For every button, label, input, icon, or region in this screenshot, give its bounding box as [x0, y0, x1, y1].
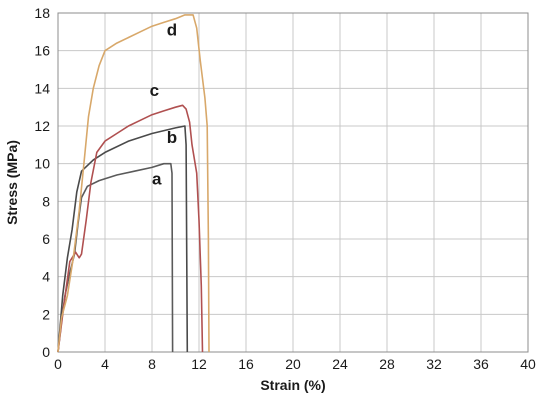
series-label-a: a: [152, 169, 162, 188]
x-tick-label: 8: [148, 356, 156, 372]
x-tick-label: 28: [379, 356, 395, 372]
series-labels: a b c d: [150, 21, 178, 189]
x-tick-label: 40: [520, 356, 536, 372]
y-tick-label: 0: [42, 344, 50, 360]
y-tick-label: 12: [34, 118, 50, 134]
y-tick-label: 14: [34, 80, 50, 96]
y-tick-label: 4: [42, 269, 50, 285]
x-axis-title: Strain (%): [260, 377, 325, 393]
series-group: [57, 14, 210, 353]
x-tick-label: 36: [473, 356, 489, 372]
y-tick-label: 18: [34, 5, 50, 21]
series-label-c: c: [150, 81, 159, 100]
series-line-d: [57, 14, 210, 353]
y-tick-label: 16: [34, 43, 50, 59]
y-tick-labels: 0 2 4 6 8 10 12 14 16 18: [34, 5, 50, 360]
x-tick-label: 4: [101, 356, 109, 372]
y-tick-label: 8: [42, 193, 50, 209]
y-axis-title: Stress (MPa): [4, 140, 20, 225]
grid: [58, 13, 528, 352]
plot-frame: [57, 12, 529, 353]
series-label-d: d: [167, 21, 177, 40]
series-line-a: [57, 162, 174, 353]
series-line-c: [57, 104, 204, 353]
x-tick-label: 0: [54, 356, 62, 372]
y-tick-label: 6: [42, 231, 50, 247]
x-tick-label: 24: [332, 356, 348, 372]
x-tick-label: 12: [191, 356, 207, 372]
series-label-b: b: [167, 128, 177, 147]
x-tick-label: 32: [426, 356, 442, 372]
y-tick-label: 2: [42, 306, 50, 322]
series-line-b: [57, 125, 189, 353]
y-tick-label: 10: [34, 156, 50, 172]
x-tick-label: 20: [285, 356, 301, 372]
x-tick-label: 16: [238, 356, 254, 372]
x-tick-labels: 0 4 8 12 16 20 24 28 32 36 40: [54, 356, 536, 372]
